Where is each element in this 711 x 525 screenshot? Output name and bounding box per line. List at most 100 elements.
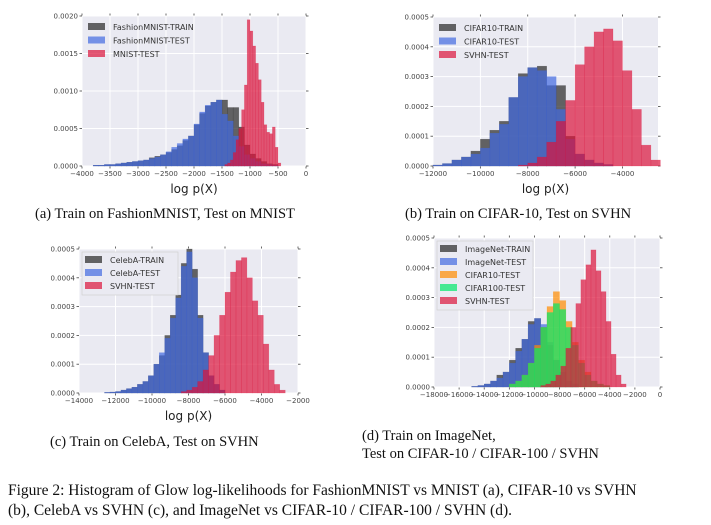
histogram-bar (521, 374, 529, 388)
histogram-bar (555, 374, 562, 388)
legend-label: ImageNet-TRAIN (465, 245, 530, 254)
histogram-bar (216, 99, 223, 167)
legend-label: CIFAR10-TEST (465, 271, 520, 280)
histogram-bar (204, 105, 212, 167)
legend-swatch (439, 24, 456, 31)
legend-swatch (439, 37, 456, 45)
chart-a: −4000 −3500 −3000 −2500 −2000 −1500 −1000 −500 0… (54, 13, 309, 196)
histogram-bar (153, 363, 160, 394)
histogram-bar (269, 133, 273, 167)
histogram-bar (246, 19, 251, 167)
histogram-bar (131, 386, 138, 394)
y-tick-label: 0.0003 (405, 73, 430, 81)
legend-label: SVHN-TEST (465, 297, 510, 306)
x-tick-label: −14000 (470, 391, 498, 399)
histogram-bar (536, 156, 547, 167)
y-tick-label: 0.0005 (405, 14, 430, 22)
x-tick-label: −10000 (138, 397, 166, 405)
y-tick-label: 0.0000 (406, 384, 431, 392)
histogram-bar (202, 369, 209, 394)
histogram-bar (603, 28, 614, 167)
histogram-bar (164, 338, 171, 394)
histogram-bar (585, 264, 592, 388)
x-axis-label: log p(X) (165, 409, 212, 423)
series-svhn-test (540, 249, 627, 388)
histogram-bar (274, 147, 279, 167)
histogram-bar (515, 380, 523, 388)
histogram-bar (255, 63, 259, 167)
x-tick-label: −16000 (445, 391, 473, 399)
legend-label: ImageNet-TEST (465, 258, 526, 267)
histogram-bar (148, 375, 155, 394)
histogram-bar (244, 84, 248, 167)
legend-swatch (440, 297, 457, 304)
x-tick-label: −12000 (495, 391, 523, 399)
caption-b: (b) Train on CIFAR-10, Test on SVHN (405, 206, 632, 222)
histogram-bar (235, 139, 240, 167)
x-axis-label: log p(X) (522, 182, 569, 196)
histogram-bar (126, 388, 133, 394)
x-tick-label: −3000 (126, 170, 150, 178)
histogram-bar (555, 121, 566, 167)
histogram-bar (518, 76, 528, 167)
histogram-bar (631, 109, 642, 167)
histogram-bar (180, 266, 187, 394)
histogram-bar (252, 45, 256, 167)
histogram-bar (574, 64, 585, 167)
legend-label: CelebA-TRAIN (110, 256, 164, 265)
histogram-bar (471, 386, 479, 388)
histogram-bar (546, 312, 554, 388)
x-axis-label: log p(X) (170, 182, 217, 196)
legend-swatch (439, 51, 456, 58)
histogram-bar (540, 327, 548, 388)
histogram-bar (120, 162, 128, 167)
histogram-bar (227, 120, 234, 167)
histogram-bar (142, 381, 149, 394)
histogram-bar (109, 164, 116, 167)
y-tick-label: 0.0020 (54, 13, 79, 21)
series-svhn-test (518, 28, 661, 167)
histogram-bar (650, 159, 661, 167)
histogram-bar (213, 335, 220, 394)
histogram-bar (159, 352, 166, 394)
histogram-bar (620, 383, 627, 388)
y-tick-label: 0.0000 (405, 163, 430, 171)
chart-d: −18000−16000−14000−12000−10000 −8000 −6000… (406, 235, 663, 399)
histogram-bar (199, 111, 206, 167)
histogram-bar (565, 100, 576, 167)
histogram-bar (137, 384, 144, 394)
x-tick-label: −6000 (573, 391, 597, 399)
histogram-bar (241, 109, 245, 167)
legend-swatch (440, 284, 457, 291)
legend-swatch (440, 258, 457, 265)
y-tick-label: 0.0000 (54, 163, 79, 171)
histogram-bar (230, 271, 237, 394)
histogram-bar (197, 381, 204, 394)
histogram-bar (600, 291, 607, 388)
x-tick-label: 0 (304, 170, 308, 178)
histogram-bar (176, 143, 184, 167)
caption-d-line2: Test on CIFAR-10 / CIFAR-100 / SVHN (362, 446, 599, 462)
histogram-bar (584, 46, 595, 167)
histogram-bar (109, 391, 116, 394)
histogram-bar (461, 156, 472, 167)
histogram-bar (148, 158, 156, 167)
histogram-bar (257, 314, 264, 394)
histogram-bar (104, 392, 111, 394)
histogram-bar (483, 383, 491, 388)
chart-b: −12000 −10000 −8000 −6000 −4000 0.0000 0.0001 0… (405, 14, 661, 196)
histogram-bar (545, 383, 552, 388)
histogram-bar (120, 389, 127, 394)
histogram-bar (221, 114, 228, 167)
y-tick-label: 0.0000 (51, 390, 76, 398)
x-tick-label: −4000 (611, 170, 635, 178)
histogram-bar (527, 362, 535, 388)
histogram-bar (238, 128, 242, 167)
x-tick-label: 0 (658, 391, 662, 399)
x-tick-label: −2500 (154, 170, 178, 178)
histogram-bar (580, 279, 587, 388)
legend-swatch (85, 269, 102, 276)
x-tick-label: −8000 (548, 391, 572, 399)
legend-label: FashionMNIST-TRAIN (113, 23, 194, 32)
histogram-bar (610, 353, 617, 388)
